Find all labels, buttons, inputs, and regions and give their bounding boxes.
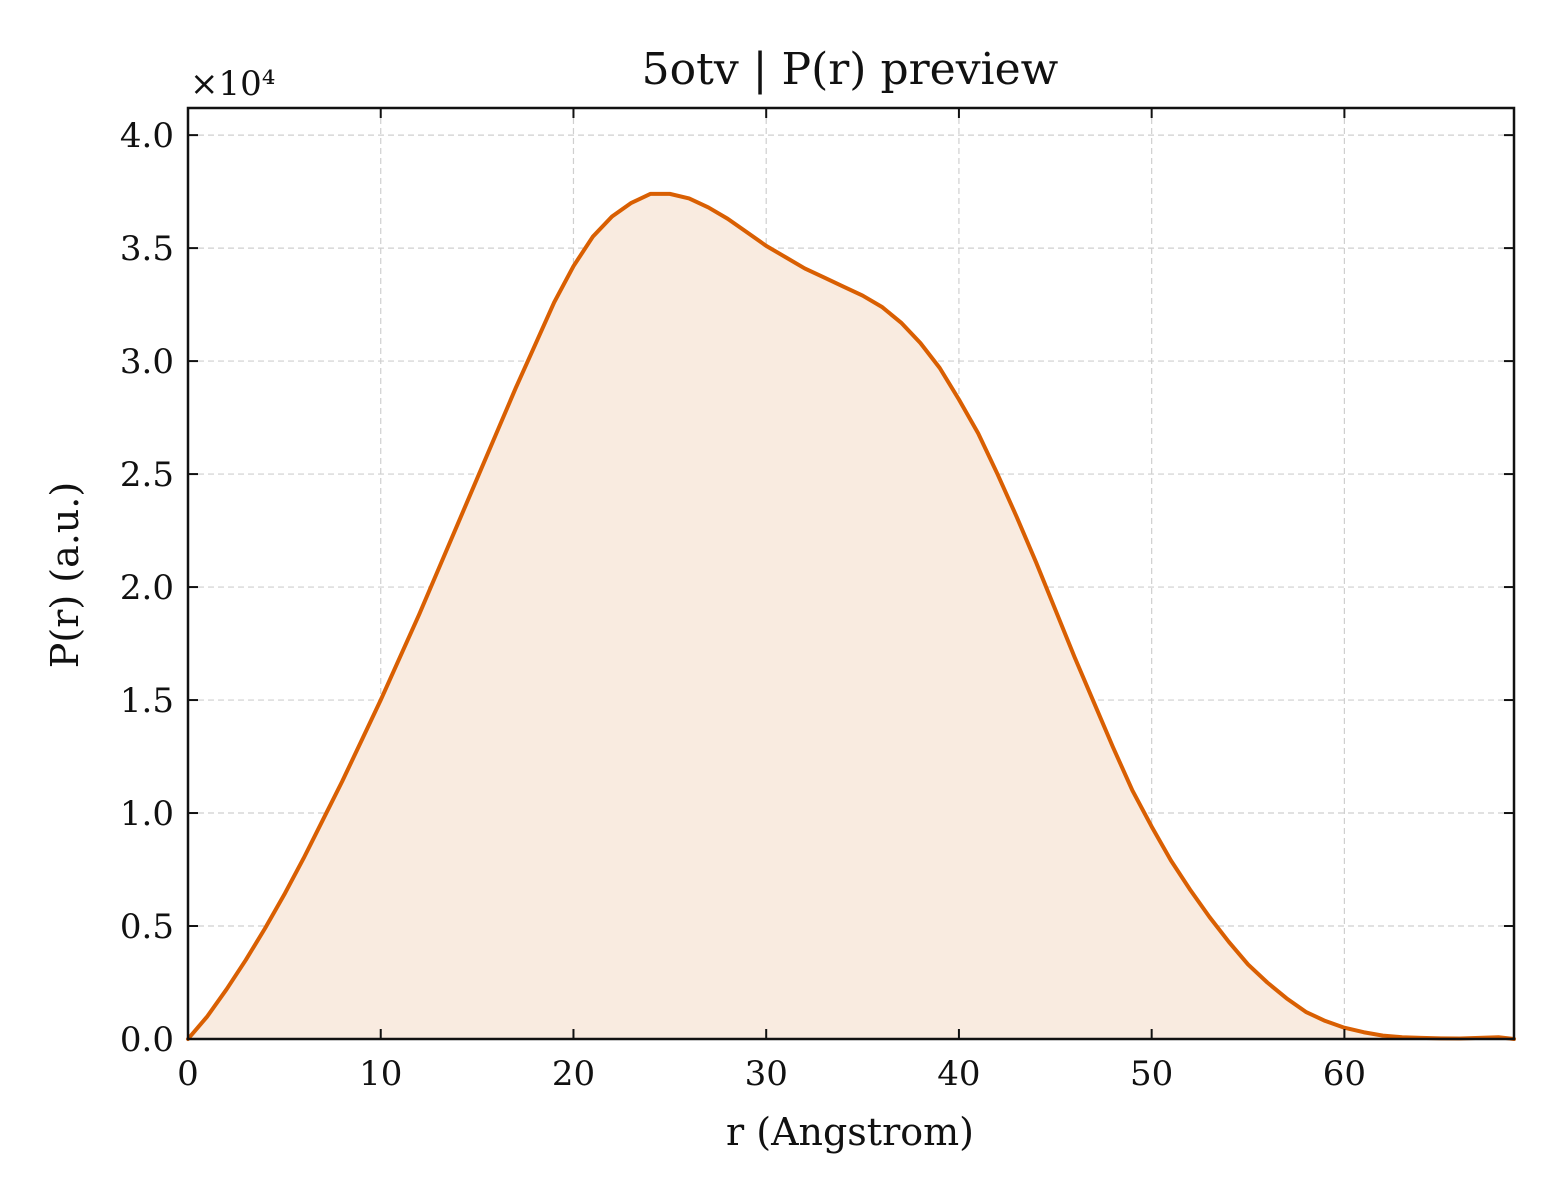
y-tick-label: 2.5: [120, 455, 174, 495]
x-tick-label: 30: [745, 1054, 788, 1094]
series-line: [186, 191, 1516, 1041]
x-tick-label: 10: [359, 1054, 402, 1094]
plot-frame: [186, 106, 1516, 1041]
y-tick-label: 1.5: [120, 681, 174, 721]
y-axis-multiplier: ×10⁴: [190, 64, 275, 104]
y-tick-label: 0.0: [120, 1020, 174, 1060]
y-axis-label: P(r) (a.u.): [43, 482, 87, 668]
y-tick-label: 2.0: [120, 568, 174, 608]
y-tick-label: 3.5: [120, 229, 174, 269]
grid: [188, 108, 1514, 1039]
x-tick-label: 0: [177, 1054, 199, 1094]
y-tick-label: 0.5: [120, 907, 174, 947]
y-tick-label: 4.0: [120, 116, 174, 156]
x-axis-label: r (Angstrom): [726, 1110, 974, 1154]
area-fill: [188, 193, 1514, 1039]
y-tick-label: 1.0: [120, 794, 174, 834]
y-tick-label: 3.0: [120, 342, 174, 382]
x-tick-label: 50: [1130, 1054, 1173, 1094]
x-tick-label: 20: [552, 1054, 595, 1094]
ticks: 0 10 20 30 40 50 60 0.0 0.5 1.0 1.5 2.0 2.5 3.0 3.5 4.0: [120, 108, 1514, 1094]
chart-title: 5otv | P(r) preview: [642, 44, 1059, 95]
x-tick-label: 40: [937, 1054, 980, 1094]
x-tick-label: 60: [1323, 1054, 1366, 1094]
